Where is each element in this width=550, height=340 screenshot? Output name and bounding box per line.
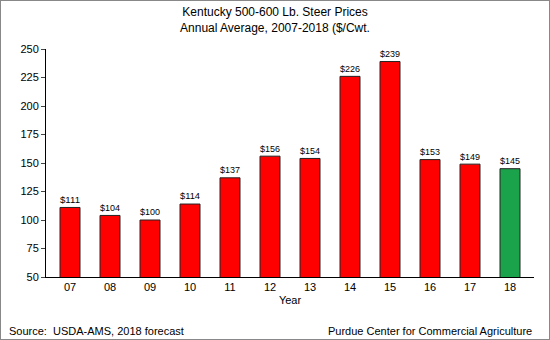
svg-text:10: 10	[184, 281, 196, 293]
svg-text:75: 75	[27, 242, 39, 254]
svg-text:$154: $154	[300, 146, 320, 156]
svg-text:$226: $226	[340, 64, 360, 74]
svg-text:Source: USDA-AMS, 2018 foreca: Source: USDA-AMS, 2018 forecast	[9, 325, 184, 337]
svg-text:200: 200	[20, 100, 38, 112]
svg-text:17: 17	[464, 281, 476, 293]
svg-text:15: 15	[384, 281, 396, 293]
svg-text:50: 50	[27, 271, 39, 283]
svg-text:125: 125	[20, 185, 38, 197]
svg-text:$111: $111	[60, 194, 80, 205]
svg-text:16: 16	[424, 281, 436, 293]
svg-text:$100: $100	[140, 207, 160, 217]
svg-text:$145: $145	[500, 156, 520, 166]
svg-text:Purdue Center for Commercial A: Purdue Center for Commercial Agriculture	[328, 325, 532, 337]
svg-text:175: 175	[20, 128, 38, 140]
svg-text:150: 150	[20, 157, 38, 169]
svg-text:13: 13	[304, 281, 316, 293]
svg-text:Kentucky 500-600 Lb. Steer Pri: Kentucky 500-600 Lb. Steer PricesAnnual …	[180, 5, 370, 35]
svg-text:14: 14	[344, 281, 356, 293]
svg-text:$156: $156	[260, 144, 280, 154]
svg-text:07: 07	[64, 281, 76, 293]
svg-text:09: 09	[144, 281, 156, 293]
svg-text:$153: $153	[420, 147, 440, 157]
svg-text:08: 08	[104, 281, 116, 293]
svg-text:12: 12	[264, 281, 276, 293]
svg-text:$114: $114	[180, 191, 200, 201]
svg-text:$104: $104	[100, 203, 120, 213]
svg-text:225: 225	[20, 71, 38, 83]
svg-text:11: 11	[224, 281, 235, 293]
svg-text:18: 18	[504, 281, 516, 293]
svg-text:250: 250	[20, 43, 38, 55]
svg-text:Year: Year	[279, 294, 302, 306]
svg-text:$149: $149	[460, 152, 480, 162]
svg-text:100: 100	[20, 214, 38, 226]
svg-text:$239: $239	[380, 49, 400, 59]
svg-text:$137: $137	[220, 165, 240, 175]
